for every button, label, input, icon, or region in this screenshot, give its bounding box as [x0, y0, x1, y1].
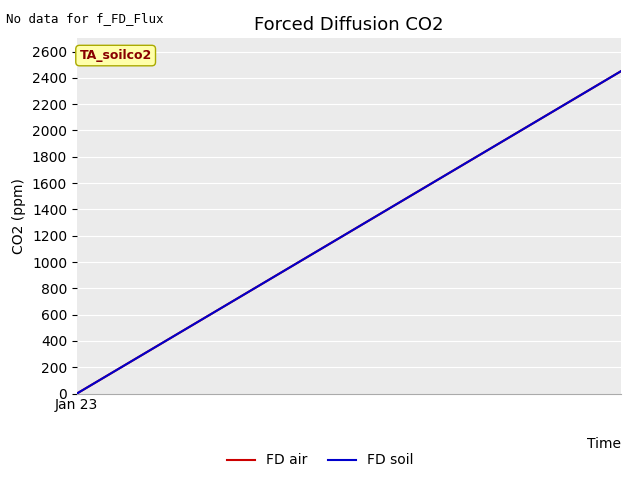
Y-axis label: CO2 (ppm): CO2 (ppm) — [12, 178, 26, 254]
Title: Forced Diffusion CO2: Forced Diffusion CO2 — [254, 16, 444, 34]
Legend: FD air, FD soil: FD air, FD soil — [221, 448, 419, 473]
Text: Time: Time — [587, 437, 621, 451]
Text: No data for f_FD_Flux: No data for f_FD_Flux — [6, 12, 164, 25]
Text: TA_soilco2: TA_soilco2 — [79, 49, 152, 62]
